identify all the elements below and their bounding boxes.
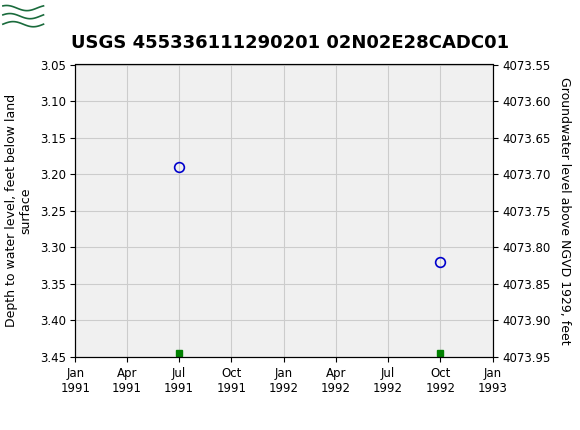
Text: USGS: USGS [49,6,109,26]
FancyBboxPatch shape [3,3,43,30]
Y-axis label: Groundwater level above NGVD 1929, feet: Groundwater level above NGVD 1929, feet [558,77,571,344]
Y-axis label: Depth to water level, feet below land
surface: Depth to water level, feet below land su… [5,94,32,327]
Text: USGS 455336111290201 02N02E28CADC01: USGS 455336111290201 02N02E28CADC01 [71,34,509,52]
